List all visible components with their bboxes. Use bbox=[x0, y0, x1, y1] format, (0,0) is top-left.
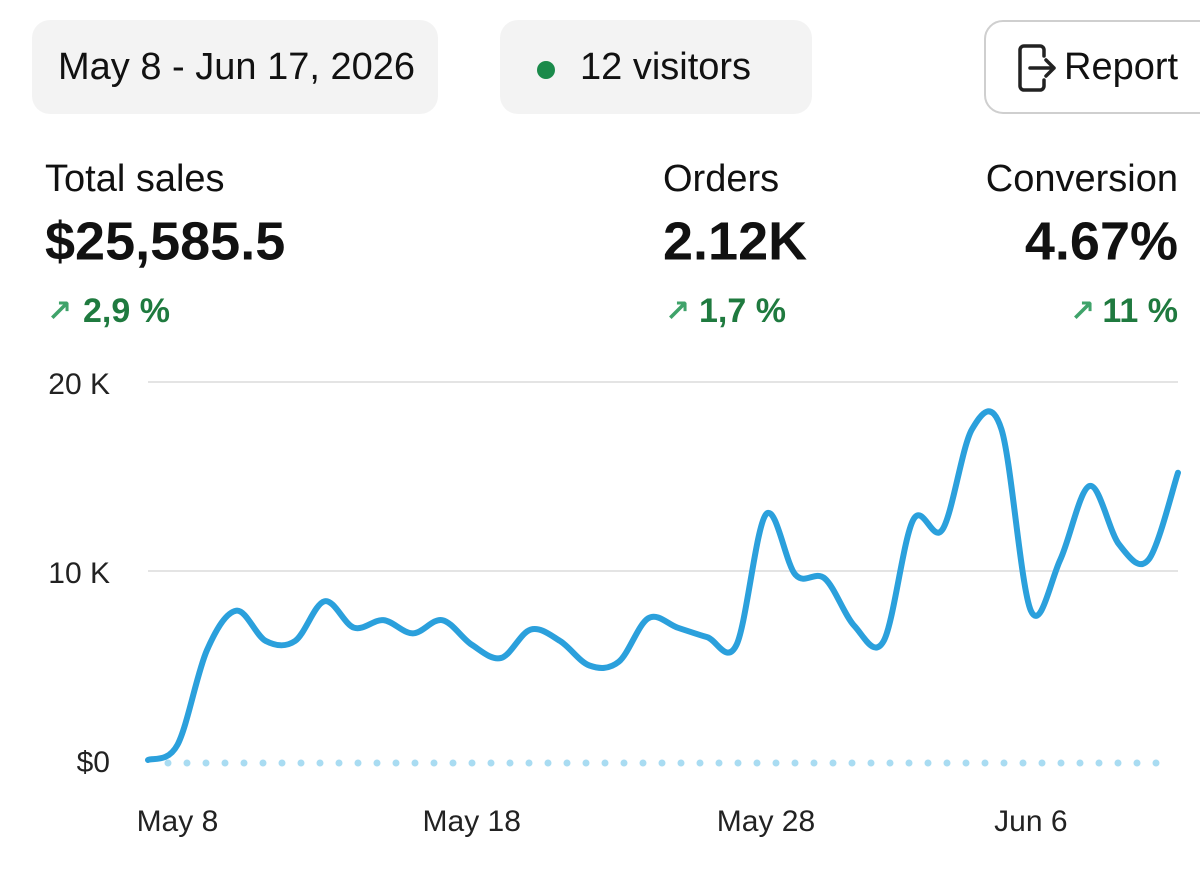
metric-change: 1,7 % bbox=[699, 292, 786, 330]
up-arrow: ↗ bbox=[1070, 295, 1095, 328]
metric-value: $25,585.5 bbox=[45, 211, 285, 271]
metric-value: 4.67% bbox=[1025, 211, 1178, 271]
visitors: 12 visitors bbox=[580, 46, 751, 88]
x-tick-label: May 8 bbox=[137, 805, 219, 838]
x-tick-label: May 28 bbox=[717, 805, 815, 838]
y-tick-label: 10 K bbox=[48, 557, 110, 590]
metric-change: 11 % bbox=[1102, 292, 1178, 330]
x-tick-label: Jun 6 bbox=[994, 805, 1067, 838]
metric-change: 2,9 % bbox=[83, 292, 170, 330]
up-arrow: ↗ bbox=[665, 295, 690, 328]
metric-label: Conversion bbox=[986, 158, 1178, 200]
visitors-pill[interactable] bbox=[500, 20, 812, 114]
report-label: Report bbox=[1064, 46, 1178, 88]
y-tick-label: 20 K bbox=[48, 368, 110, 401]
report-icon bbox=[1018, 44, 1056, 92]
metric-label: Orders bbox=[663, 158, 779, 200]
metric-label: Total sales bbox=[45, 158, 225, 200]
live-dot bbox=[537, 61, 555, 79]
y-tick-label: $0 bbox=[77, 746, 110, 779]
up-arrow: ↗ bbox=[47, 295, 72, 328]
x-tick-label: May 18 bbox=[423, 805, 521, 838]
date-range: May 8 - Jun 17, 2026 bbox=[58, 46, 415, 88]
sales-line bbox=[145, 408, 1181, 763]
metric-value: 2.12K bbox=[663, 211, 807, 271]
date-pill[interactable] bbox=[32, 20, 438, 114]
